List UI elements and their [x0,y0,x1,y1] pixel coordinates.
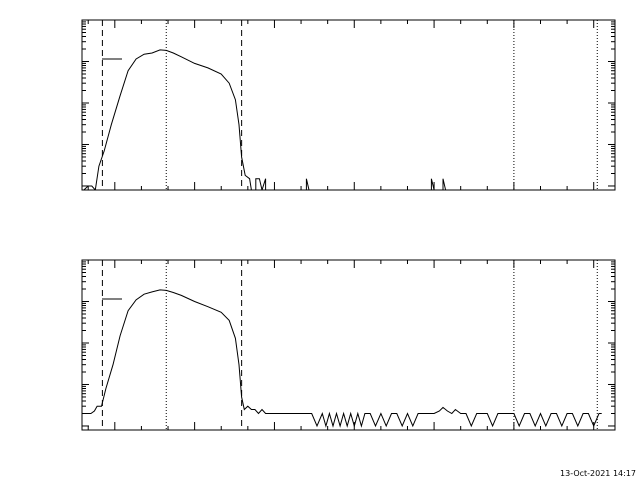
series-line [83,49,447,190]
chart-panel-hi [81,259,616,431]
axis-ticks [82,259,615,430]
chart-panel-lo [81,19,616,191]
axis-ticks [82,19,615,190]
footer-timestamp: 13-Oct-2021 14:17 [560,469,636,478]
plot-frame [81,19,616,191]
series-line [83,289,602,428]
plot-frame [81,259,616,431]
